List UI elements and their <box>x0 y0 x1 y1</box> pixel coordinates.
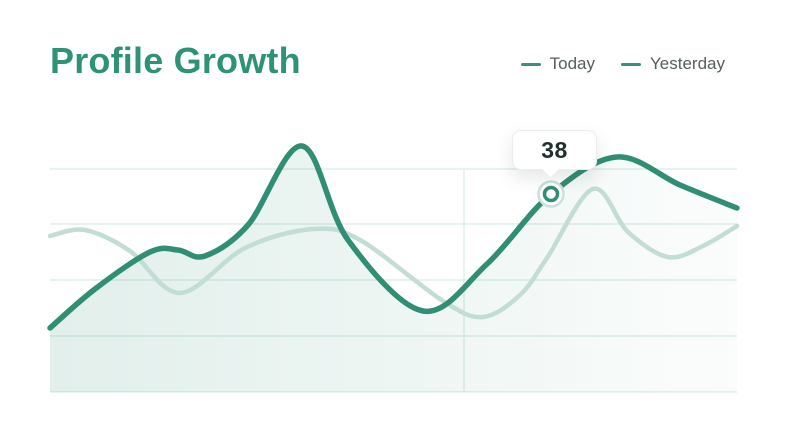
legend-label-yesterday: Yesterday <box>650 54 725 73</box>
tooltip-value: 38 <box>541 136 568 163</box>
legend-item-yesterday[interactable]: Yesterday <box>621 54 725 74</box>
page-title: Profile Growth <box>50 40 301 81</box>
tooltip: 38 <box>512 130 597 179</box>
today-series-dash-icon <box>520 62 541 66</box>
yesterday-series-dash-icon <box>621 62 642 66</box>
legend-label-today: Today <box>549 54 596 73</box>
legend: Today Yesterday <box>520 54 725 74</box>
legend-item-today[interactable]: Today <box>520 54 596 74</box>
